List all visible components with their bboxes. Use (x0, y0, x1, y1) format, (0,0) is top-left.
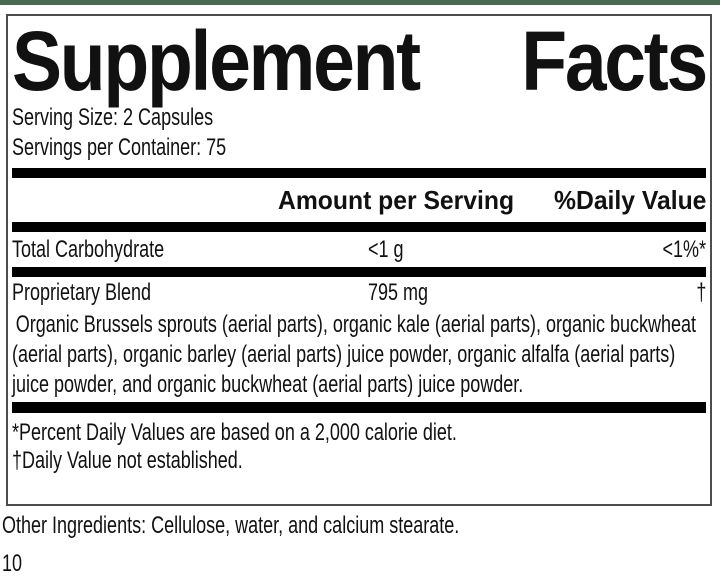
nutrient-row-total-carbohydrate: Total Carbohydrate <1 g <1%* (12, 232, 706, 267)
daily-value-header: %Daily Value (553, 185, 706, 215)
nutrient-daily-value: † (695, 279, 706, 306)
servings-per-container-line: Servings per Container: 75 (12, 134, 227, 161)
supplement-facts-title: Supplement Facts (12, 14, 708, 108)
nutrient-name: Proprietary Blend (12, 279, 152, 306)
page-number: 10 (2, 550, 23, 577)
serving-size-line: Serving Size: 2 Capsules (12, 104, 214, 131)
other-ingredients-line: Other Ingredients: Cellulose, water, and… (2, 512, 460, 539)
title-word-supplement: Supplement (12, 14, 421, 108)
footnote-daily-value-basis: *Percent Daily Values are based on a 2,0… (12, 419, 457, 446)
nutrient-row-proprietary-blend: Proprietary Blend 795 mg † (12, 277, 706, 308)
footnote-daily-value-not-established: †Daily Value not established. (12, 447, 243, 474)
thick-rule (12, 222, 706, 232)
title-word-facts: Facts (521, 14, 708, 108)
blend-description: Organic Brussels sprouts (aerial parts),… (12, 311, 697, 398)
column-header-row: Amount per Serving %Daily Value (12, 178, 706, 222)
footnotes: *Percent Daily Values are based on a 2,0… (12, 419, 706, 475)
nutrient-amount: 795 mg (368, 279, 429, 306)
amount-per-serving-header: Amount per Serving (278, 185, 515, 215)
page-top-accent-bar (0, 0, 720, 5)
nutrient-amount: <1 g (368, 236, 404, 263)
thick-rule (12, 267, 706, 277)
nutrient-daily-value: <1%* (662, 236, 706, 263)
thick-rule (12, 168, 706, 178)
thick-rule (12, 402, 706, 413)
nutrient-name: Total Carbohydrate (12, 236, 165, 263)
supplement-facts-panel: Supplement Facts Serving Size: 2 Capsule… (6, 14, 712, 506)
